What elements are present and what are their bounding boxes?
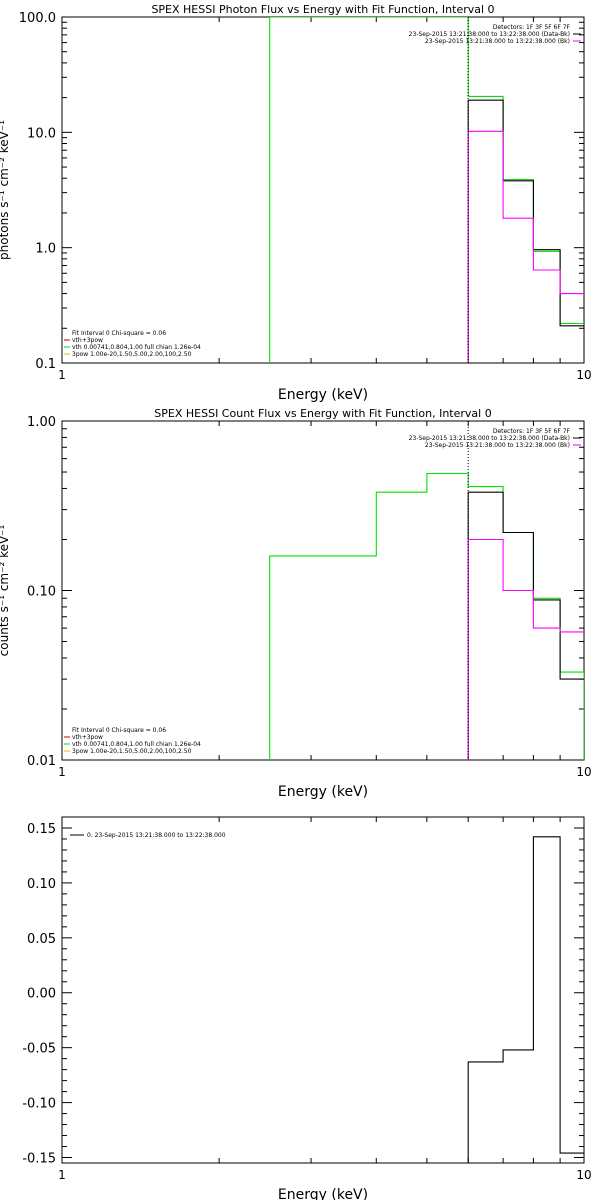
legend-bl-text-1: Fit Interval 0 Chi-square = 0.06 (72, 727, 166, 734)
x-tick-label-2: 1 (58, 1168, 66, 1182)
x-tick-label-1: 1 (58, 765, 66, 779)
x-axis-label-1: Energy (keV) (278, 784, 368, 800)
legend-tl-text-2: 0. 23-Sep-2015 13:21:38.000 to 13:22:38.… (87, 832, 226, 839)
y-axis-label-0: photons s⁻¹ cm⁻² keV⁻¹ (0, 120, 11, 260)
y-tick-label-2: 0.05 (27, 932, 56, 947)
legend-tr-text-1: Detectors: 1F 3F 5F 6F 7F (493, 428, 571, 435)
legend-tr-text-1: 23-Sep-2015 13:21:38.000 to 13:22:38.000… (409, 435, 570, 442)
y-tick-label-1: 0.01 (27, 754, 56, 769)
legend-bl-text-0: vth+3pow (72, 337, 103, 344)
legend-bl-text-1: vth 0.00741,0.804,1.00 full chian 1.26e-… (72, 741, 201, 748)
legend-tr-text-1: 23-Sep-2015 13:21:38.000 to 13:22:38.000… (425, 442, 570, 449)
y-tick-label-0: 10.0 (27, 126, 56, 141)
x-tick-label-0: 1 (58, 368, 66, 382)
y-tick-label-0: 100.0 (19, 11, 56, 26)
y-tick-label-1: 1.00 (27, 415, 56, 430)
y-tick-label-2: -0.05 (22, 1042, 56, 1057)
legend-bl-text-0: Fit Interval 0 Chi-square = 0.06 (72, 330, 166, 337)
x-axis-label-2: Energy (keV) (278, 1187, 368, 1200)
chart-title-1: SPEX HESSI Count Flux vs Energy with Fit… (154, 407, 491, 420)
y-tick-label-2: 0.10 (27, 877, 56, 892)
plot-frame-0 (61, 16, 585, 364)
x-tick-label-2: 10 (576, 1168, 591, 1182)
series-black-line-1 (467, 491, 584, 760)
x-tick-label-0: 10 (576, 368, 591, 382)
y-tick-label-0: 1.0 (35, 242, 56, 257)
y-tick-label-2: 0.15 (27, 822, 56, 837)
legend-bl-text-0: vth 0.00741,0.804,1.00 full chian 1.26e-… (72, 344, 201, 351)
y-tick-label-2: -0.15 (22, 1152, 56, 1167)
series-green-line-1 (269, 472, 584, 760)
y-axis-label-1: counts s⁻¹ cm⁻² keV⁻¹ (0, 524, 11, 656)
y-tick-label-2: -0.10 (22, 1097, 56, 1112)
x-tick-label-1: 10 (576, 765, 591, 779)
series-magenta-line-0 (467, 130, 584, 363)
chart-title-0: SPEX HESSI Photon Flux vs Energy with Fi… (151, 3, 494, 16)
legend-bl-text-0: 3pow 1.00e-20,1.50,5.00,2.00,100,2.50 (72, 351, 192, 358)
series-black-line-2 (467, 836, 584, 1163)
legend-bl-text-1: vth+3pow (72, 734, 103, 741)
y-tick-label-2: 0.00 (27, 987, 56, 1002)
y-tick-label-0: 0.1 (35, 357, 56, 372)
x-axis-label-0: Energy (keV) (278, 387, 368, 403)
series-black-line-0 (467, 99, 584, 363)
plot-frame-2 (61, 816, 585, 1164)
legend-tr-text-0: 23-Sep-2015 13:21:38.000 to 13:22:38.000… (409, 31, 570, 38)
legend-tr-text-0: Detectors: 1F 3F 5F 6F 7F (493, 24, 571, 31)
legend-tr-text-0: 23-Sep-2015 13:21:38.000 to 13:22:38.000… (425, 38, 570, 45)
series-magenta-line-1 (467, 538, 584, 760)
legend-bl-text-1: 3pow 1.00e-20,1.50,5.00,2.00,100,2.50 (72, 748, 192, 755)
series-green-line-0 (269, 17, 584, 363)
y-tick-label-1: 0.10 (27, 585, 56, 600)
